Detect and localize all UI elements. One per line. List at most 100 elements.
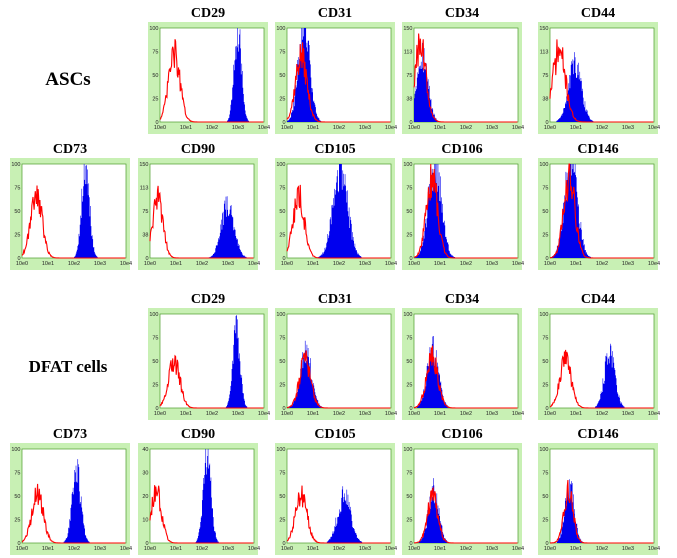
y-tick-label: 100 bbox=[539, 162, 548, 168]
x-tick-label: 10e2 bbox=[596, 125, 608, 131]
x-tick-label: 10e4 bbox=[648, 261, 660, 267]
y-tick-label: 50 bbox=[406, 359, 412, 365]
x-tick-label: 10e2 bbox=[68, 261, 80, 267]
y-tick-label: 113 bbox=[540, 50, 549, 56]
isotype-control-line bbox=[286, 350, 391, 409]
y-tick-label: 50 bbox=[279, 359, 285, 365]
stained-histogram bbox=[63, 459, 90, 543]
isotype-control-line bbox=[149, 185, 254, 259]
x-tick-label: 10e3 bbox=[94, 261, 106, 267]
x-tick-label: 10e0 bbox=[544, 546, 556, 552]
x-tick-label: 10e2 bbox=[460, 125, 472, 131]
x-tick-label: 10e2 bbox=[206, 125, 218, 131]
histogram-cd34: CD34 0 38 75 113 150 10e0 10e1 10e2 10e3 10e4 bbox=[402, 6, 524, 134]
marker-title: CD105 bbox=[314, 427, 355, 442]
y-tick-label: 38 bbox=[142, 233, 148, 239]
y-tick-label: 25 bbox=[406, 518, 412, 524]
y-tick-label: 20 bbox=[142, 494, 148, 500]
y-tick-label: 50 bbox=[14, 209, 20, 215]
y-tick-label: 0 bbox=[282, 256, 285, 262]
y-tick-label: 75 bbox=[406, 73, 412, 79]
histogram-cd146: CD146 0 25 50 75 100 10e0 10e1 10e2 10e3 10e4 bbox=[538, 427, 660, 555]
y-tick-label: 40 bbox=[142, 447, 148, 453]
x-tick-label: 10e0 bbox=[281, 261, 293, 267]
histogram-cd31: CD31 0 25 50 75 100 10e0 10e1 10e2 10e3 10e4 bbox=[275, 292, 397, 420]
stained-histogram bbox=[415, 164, 456, 258]
x-tick-label: 10e2 bbox=[196, 546, 208, 552]
y-tick-label: 25 bbox=[542, 518, 548, 524]
marker-title: CD105 bbox=[314, 142, 355, 157]
marker-title: CD106 bbox=[441, 142, 482, 157]
y-tick-label: 0 bbox=[17, 541, 20, 547]
x-tick-label: 10e4 bbox=[512, 411, 524, 417]
y-tick-label: 100 bbox=[276, 447, 285, 453]
stained-histogram bbox=[208, 196, 247, 258]
y-tick-label: 100 bbox=[11, 447, 20, 453]
y-tick-label: 50 bbox=[152, 73, 158, 79]
y-tick-label: 75 bbox=[142, 209, 148, 215]
y-tick-label: 100 bbox=[403, 162, 412, 168]
x-tick-label: 10e2 bbox=[333, 125, 345, 131]
x-tick-label: 10e2 bbox=[460, 261, 472, 267]
x-tick-label: 10e4 bbox=[258, 411, 270, 417]
x-tick-label: 10e4 bbox=[248, 261, 260, 267]
y-tick-label: 100 bbox=[11, 162, 20, 168]
histogram-cd31: CD31 0 25 50 75 100 10e0 10e1 10e2 10e3 10e4 bbox=[275, 6, 397, 134]
y-tick-label: 75 bbox=[406, 471, 412, 477]
x-tick-label: 10e1 bbox=[434, 261, 446, 267]
x-tick-label: 10e0 bbox=[154, 125, 166, 131]
x-tick-label: 10e4 bbox=[648, 546, 660, 552]
y-tick-label: 25 bbox=[14, 518, 20, 524]
x-tick-label: 10e3 bbox=[359, 261, 371, 267]
x-tick-label: 10e2 bbox=[196, 261, 208, 267]
x-tick-label: 10e0 bbox=[544, 261, 556, 267]
x-tick-label: 10e3 bbox=[622, 261, 634, 267]
x-tick-label: 10e3 bbox=[359, 546, 371, 552]
x-tick-label: 10e4 bbox=[512, 125, 524, 131]
y-tick-label: 25 bbox=[152, 383, 158, 389]
x-tick-label: 10e3 bbox=[359, 125, 371, 131]
x-tick-label: 10e1 bbox=[307, 546, 319, 552]
y-tick-label: 100 bbox=[149, 312, 158, 318]
marker-title: CD90 bbox=[181, 142, 215, 157]
y-tick-label: 75 bbox=[542, 336, 548, 342]
y-tick-label: 50 bbox=[152, 359, 158, 365]
y-tick-label: 0 bbox=[282, 406, 285, 412]
y-tick-label: 75 bbox=[14, 471, 20, 477]
marker-title: CD29 bbox=[191, 292, 225, 307]
x-tick-label: 10e1 bbox=[570, 125, 582, 131]
y-tick-label: 25 bbox=[279, 383, 285, 389]
histogram-cd29: CD29 0 25 50 75 100 10e0 10e1 10e2 10e3 10e4 bbox=[148, 292, 270, 420]
stained-histogram bbox=[225, 315, 248, 408]
stained-histogram bbox=[556, 52, 594, 122]
y-tick-label: 75 bbox=[542, 73, 548, 79]
x-tick-label: 10e4 bbox=[385, 546, 397, 552]
isotype-control-line bbox=[286, 42, 391, 123]
stained-histogram bbox=[326, 486, 363, 543]
isotype-control-line bbox=[286, 184, 391, 259]
x-tick-label: 10e0 bbox=[281, 546, 293, 552]
x-tick-label: 10e3 bbox=[622, 411, 634, 417]
y-tick-label: 50 bbox=[406, 209, 412, 215]
group-label-dfat: DFAT cells bbox=[29, 357, 108, 376]
y-tick-label: 0 bbox=[545, 120, 548, 126]
x-tick-label: 10e1 bbox=[434, 546, 446, 552]
histogram-cd73: CD73 0 25 50 75 100 10e0 10e1 10e2 10e3 10e4 bbox=[10, 142, 132, 270]
x-tick-label: 10e1 bbox=[307, 125, 319, 131]
x-tick-label: 10e2 bbox=[68, 546, 80, 552]
x-tick-label: 10e0 bbox=[544, 125, 556, 131]
y-tick-label: 0 bbox=[145, 256, 148, 262]
x-tick-label: 10e3 bbox=[359, 411, 371, 417]
x-tick-label: 10e2 bbox=[596, 261, 608, 267]
marker-title: CD31 bbox=[318, 292, 352, 307]
histogram-cd73: CD73 0 25 50 75 100 10e0 10e1 10e2 10e3 10e4 bbox=[10, 427, 132, 555]
y-tick-label: 75 bbox=[279, 186, 285, 192]
y-tick-label: 0 bbox=[545, 541, 548, 547]
y-tick-label: 50 bbox=[406, 494, 412, 500]
y-tick-label: 25 bbox=[279, 518, 285, 524]
y-tick-label: 25 bbox=[542, 233, 548, 239]
x-tick-label: 10e2 bbox=[333, 261, 345, 267]
y-tick-label: 50 bbox=[542, 359, 548, 365]
x-tick-label: 10e1 bbox=[570, 546, 582, 552]
